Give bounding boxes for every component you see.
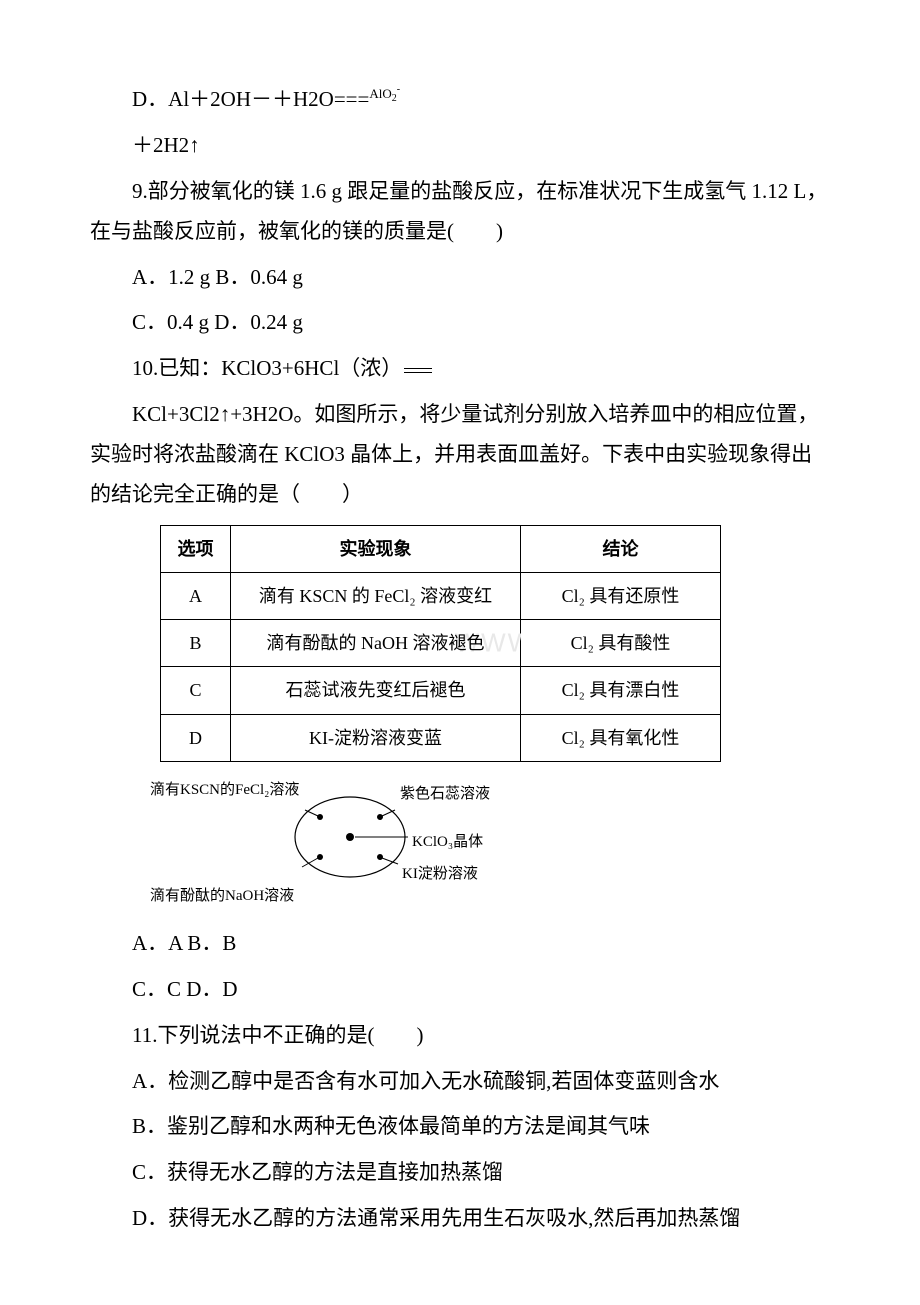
diagram-label-bot-left: 滴有酚酞的NaOH溶液 — [150, 882, 294, 911]
q11-option-d: D．获得无水乙醇的方法通常采用先用生石灰吸水,然后再加热蒸馏 — [90, 1199, 830, 1239]
q10-options-cd: C．C D．D — [90, 970, 830, 1010]
table-row: A 滴有 KSCN 的 FeCl₂ 溶液变红 Cl₂ 具有还原性 — [161, 573, 721, 620]
reaction-condition-line — [404, 368, 432, 373]
document-page: D．Al＋2OH－＋H2O===AlO2- ＋2H2↑ 9.部分被氧化的镁 1.… — [0, 0, 920, 1305]
diagram-label-top-right: 紫色石蕊溶液 — [400, 780, 490, 809]
q9-options-ab: A．1.2 g B．0.64 g — [90, 258, 830, 298]
petri-dish-diagram: 滴有KSCN的FeCl₂溶液 紫色石蕊溶液 KClO₃晶体 KI淀粉溶液 滴有酚… — [150, 772, 550, 912]
table-cell: B — [161, 620, 231, 667]
q8-optd-text: D．Al＋2OH－＋H2O=== — [132, 87, 369, 111]
table-header-cell: 选项 — [161, 525, 231, 572]
table-cell: C — [161, 667, 231, 714]
experiment-table: 选项 实验现象 结论 A 滴有 KSCN 的 FeCl₂ 溶液变红 Cl₂ 具有… — [160, 525, 721, 762]
dot — [377, 814, 383, 820]
dot — [317, 814, 323, 820]
table-header-cell: 结论 — [521, 525, 721, 572]
dot — [377, 854, 383, 860]
diagram-label-top-left: 滴有KSCN的FeCl₂溶液 — [150, 776, 299, 805]
q11-stem: 11.下列说法中不正确的是( ) — [90, 1016, 830, 1056]
q11-option-c: C．获得无水乙醇的方法是直接加热蒸馏 — [90, 1153, 830, 1193]
q9-stem: 9.部分被氧化的镁 1.6 g 跟足量的盐酸反应，在标准状况下生成氢气 1.12… — [90, 172, 830, 252]
table-cell: WWW.DOCX.COM 滴有酚酞的 NaOH 溶液褪色 — [231, 620, 521, 667]
q8-optd-sup: AlO2- — [369, 86, 400, 101]
table-cell: Cl₂ 具有还原性 — [521, 573, 721, 620]
table-cell: 石蕊试液先变红后褪色 — [231, 667, 521, 714]
q9-options-cd: C．0.4 g D．0.24 g — [90, 303, 830, 343]
q8-option-d-line2: ＋2H2↑ — [90, 126, 830, 166]
table-cell: Cl₂ 具有漂白性 — [521, 667, 721, 714]
leader-line — [305, 810, 318, 816]
diagram-label-bot-right: KI淀粉溶液 — [402, 860, 478, 889]
table-cell: 滴有 KSCN 的 FeCl₂ 溶液变红 — [231, 573, 521, 620]
table-row: D KI-淀粉溶液变蓝 Cl₂ 具有氧化性 — [161, 714, 721, 761]
table-cell: A — [161, 573, 231, 620]
q8-option-d: D．Al＋2OH－＋H2O===AlO2- — [90, 80, 830, 120]
table-header-row: 选项 实验现象 结论 — [161, 525, 721, 572]
table-row: B WWW.DOCX.COM 滴有酚酞的 NaOH 溶液褪色 Cl₂ 具有酸性 — [161, 620, 721, 667]
table-cell: D — [161, 714, 231, 761]
leader-line — [382, 810, 395, 816]
table-cell: Cl₂ 具有酸性 — [521, 620, 721, 667]
dot — [317, 854, 323, 860]
table-row: C 石蕊试液先变红后褪色 Cl₂ 具有漂白性 — [161, 667, 721, 714]
q10-stem-a: 10.已知：KClO3+6HCl（浓） — [90, 349, 830, 389]
table-header-cell: 实验现象 — [231, 525, 521, 572]
table-cell: KI-淀粉溶液变蓝 — [231, 714, 521, 761]
q11-option-b: B．鉴别乙醇和水两种无色液体最简单的方法是闻其气味 — [90, 1107, 830, 1147]
q10-stem-b: KCl+3Cl2↑+3H2O。如图所示，将少量试剂分别放入培养皿中的相应位置，实… — [90, 395, 830, 515]
q10-options-ab: A．A B．B — [90, 924, 830, 964]
table-cell: Cl₂ 具有氧化性 — [521, 714, 721, 761]
diagram-label-mid-right: KClO₃晶体 — [412, 828, 483, 857]
dot-center — [346, 833, 354, 841]
q11-option-a: A．检测乙醇中是否含有水可加入无水硫酸铜,若固体变蓝则含水 — [90, 1062, 830, 1102]
